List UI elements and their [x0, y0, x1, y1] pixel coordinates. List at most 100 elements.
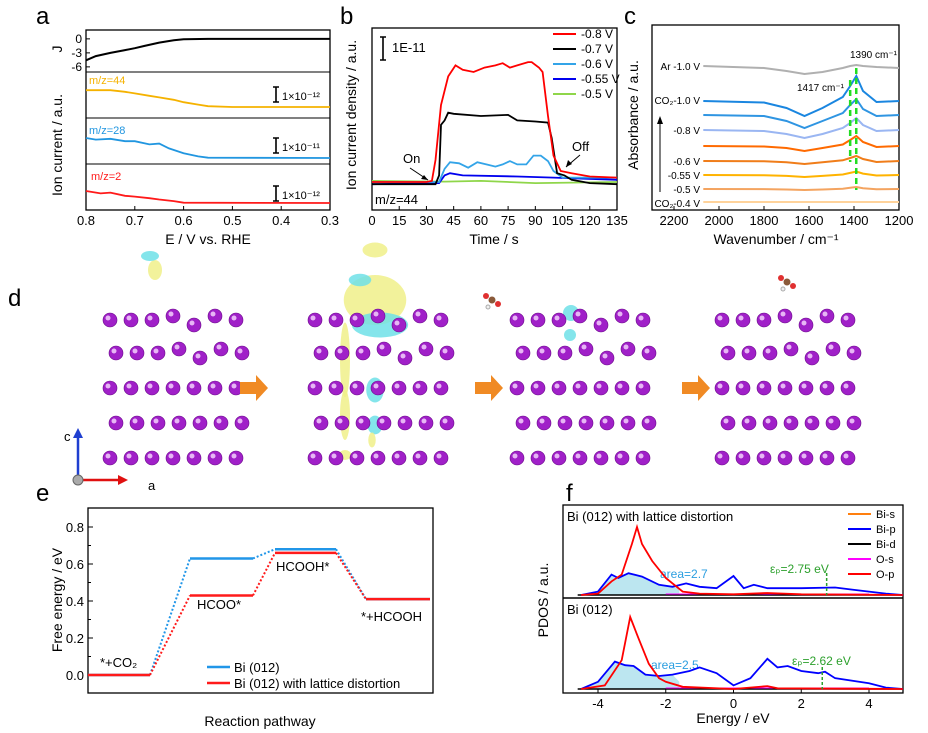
- bi-atom-highlight: [132, 418, 138, 424]
- bi-atom-highlight: [358, 418, 364, 424]
- bi-atom: [620, 341, 636, 357]
- panel-label-d: d: [8, 285, 21, 312]
- bi-atom: [515, 415, 531, 431]
- bi-atom: [741, 415, 757, 431]
- bi-atom: [593, 317, 609, 333]
- bi-atom-highlight: [554, 315, 560, 321]
- bi-atom: [370, 380, 386, 396]
- bi-atom: [777, 450, 793, 466]
- panel-f-bottom-area: area=2.5: [651, 658, 699, 672]
- bi-atom: [355, 415, 371, 431]
- panel-e-y-tick-label: 0.4: [66, 594, 84, 609]
- bi-atom-highlight: [189, 383, 195, 389]
- bi-atom: [536, 415, 552, 431]
- bi-atom-highlight: [512, 383, 518, 389]
- spectrum-label: -0.5 V: [673, 185, 700, 196]
- panel-c-x-tick-label: 2200: [660, 213, 689, 228]
- bi-atom: [840, 312, 856, 328]
- legend-label: O-p: [876, 569, 894, 581]
- bi-atom: [593, 380, 609, 396]
- bi-atom-highlight: [807, 353, 813, 359]
- bi-atom-highlight: [379, 418, 385, 424]
- bi-atom: [412, 450, 428, 466]
- bi-atom: [349, 450, 365, 466]
- panel-b-x-tick-label: 0: [368, 213, 375, 228]
- bi-atom-highlight: [231, 315, 237, 321]
- panel-b-x-tick-label: 120: [579, 213, 601, 228]
- scale-bar-icon: [273, 86, 279, 103]
- bi-atom: [846, 345, 862, 361]
- bi-atom-highlight: [415, 311, 421, 317]
- bi-atom-highlight: [780, 311, 786, 317]
- bi-atom-highlight: [849, 418, 855, 424]
- bi-atom-highlight: [539, 348, 545, 354]
- bi-atom-highlight: [575, 383, 581, 389]
- bi-atom: [129, 345, 145, 361]
- bi-atom-highlight: [231, 453, 237, 459]
- panel-f-x-tick-label: 0: [730, 696, 737, 711]
- legend-label: O-s: [876, 554, 894, 566]
- bi-atom-highlight: [421, 418, 427, 424]
- bi-atom-highlight: [623, 418, 629, 424]
- panel-e-y-tick-label: 0.6: [66, 557, 84, 572]
- bi-atom: [762, 415, 778, 431]
- bi-atom-highlight: [560, 418, 566, 424]
- panel-a-scalebar-2: 1×10⁻¹²: [282, 190, 320, 202]
- bi-atom-highlight: [331, 315, 337, 321]
- scale-bar-icon: [380, 36, 386, 61]
- bi-atom-highlight: [436, 315, 442, 321]
- charge-density-isosurface: [564, 329, 576, 341]
- oxygen-atom: [495, 301, 501, 307]
- panel-f-x-tick-label: -2: [660, 696, 672, 711]
- bi-atom-highlight: [310, 383, 316, 389]
- series-line--07V: [372, 111, 618, 186]
- bi-atom-highlight: [442, 348, 448, 354]
- bi-atom-highlight: [744, 418, 750, 424]
- panel-c-x-tick-label: 1400: [840, 213, 869, 228]
- panel-label-c: c: [624, 3, 636, 30]
- bi-atom-highlight: [237, 348, 243, 354]
- bi-atom-highlight: [738, 383, 744, 389]
- bi-atom: [783, 341, 799, 357]
- bi-atom: [433, 380, 449, 396]
- bi-atom-highlight: [111, 348, 117, 354]
- bi-atom-highlight: [168, 311, 174, 317]
- bi-atom: [530, 312, 546, 328]
- bi-atom: [328, 380, 344, 396]
- bi-atom: [825, 415, 841, 431]
- panel-a-x-tick-label: 0.8: [77, 213, 95, 228]
- bi-atom: [557, 345, 573, 361]
- bi-atom: [614, 450, 630, 466]
- bi-atom-highlight: [575, 311, 581, 317]
- bi-atom-highlight: [539, 418, 545, 424]
- bi-atom: [593, 450, 609, 466]
- bi-atom: [391, 317, 407, 333]
- bi-atom-highlight: [373, 383, 379, 389]
- bi-atom-highlight: [843, 453, 849, 459]
- spectrum-line: [703, 134, 900, 153]
- panel-c-annot-1390: 1390 cm⁻¹: [850, 50, 898, 61]
- bi-atom: [783, 415, 799, 431]
- bi-atom: [714, 312, 730, 328]
- bi-atom-highlight: [310, 453, 316, 459]
- bi-atom: [777, 308, 793, 324]
- bi-atom: [620, 415, 636, 431]
- energy-connector: [252, 548, 276, 560]
- spectrum-line: [703, 97, 900, 130]
- panel-a-j-line: [85, 37, 330, 62]
- bi-atom: [714, 380, 730, 396]
- panel-f-top-area: area=2.7: [660, 567, 708, 581]
- spectrum-label: -0.6 V: [673, 157, 700, 168]
- panel-b-off-label: Off: [572, 139, 589, 154]
- energy-connector: [335, 548, 367, 600]
- bi-atom: [804, 415, 820, 431]
- bi-atom: [572, 450, 588, 466]
- bi-atom: [798, 380, 814, 396]
- bi-atom: [150, 415, 166, 431]
- bi-atom-highlight: [436, 383, 442, 389]
- panel-c-ylabel: Absorbance / a.u.: [625, 60, 641, 170]
- scale-bar-icon: [273, 185, 279, 202]
- o-p-line: [580, 613, 903, 690]
- bi-atom: [819, 450, 835, 466]
- bi-atom: [714, 450, 730, 466]
